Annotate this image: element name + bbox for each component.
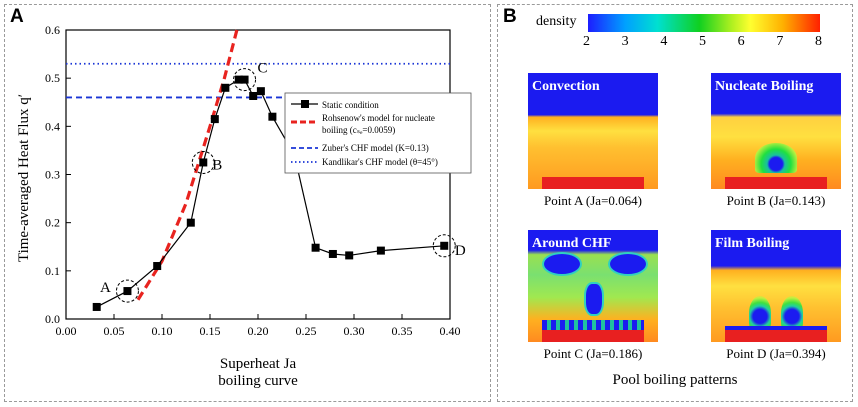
y-tick-label: 0.2 [45, 216, 60, 230]
legend-static-text: Static condition [322, 100, 379, 110]
colorbar-tick-label: 6 [737, 34, 745, 49]
panel-a [4, 4, 491, 402]
y-tick-label: 0.5 [45, 71, 60, 85]
data-point-marker [221, 83, 230, 92]
x-tick-label: 0.10 [152, 324, 173, 338]
vapor-layer [542, 320, 644, 330]
caption-point-d: Point D (Ja=0.394) [726, 346, 826, 361]
panel-b-label: B [503, 6, 517, 27]
data-point-marker [186, 218, 195, 227]
data-point-marker [345, 251, 354, 260]
heater-block [542, 330, 644, 342]
annotation-circle [191, 150, 215, 174]
sim-title: Around CHF [532, 236, 612, 251]
data-point-marker [328, 249, 337, 258]
data-point-marker [249, 91, 258, 100]
sim-title: Convection [532, 79, 600, 94]
y-tick-label: 0.3 [45, 168, 60, 182]
data-point-marker [210, 115, 219, 124]
annotation-circle [233, 68, 257, 92]
data-point-marker [440, 241, 449, 250]
chart-legend: Static condition Rohsenow's model for nu… [284, 92, 472, 174]
heater-block [725, 330, 827, 342]
legend-rohsenow-text-1: Rohsenow's model for nucleate [322, 113, 435, 123]
caption-point-b: Point B (Ja=0.143) [726, 193, 826, 208]
data-point-marker [92, 302, 101, 311]
annotation-label-d: D [455, 243, 466, 259]
caption-point-c: Point C (Ja=0.186) [543, 346, 643, 361]
rohsenow-curve [136, 29, 239, 301]
vapor-column [584, 282, 604, 316]
x-tick-label: 0.40 [440, 324, 461, 338]
annotation-circle [432, 234, 456, 258]
colorbar-tick-label: 4 [660, 34, 668, 49]
pool-boiling-title: Pool boiling patterns [612, 372, 738, 388]
y-tick-label: 0.4 [45, 119, 60, 133]
data-point-marker [123, 287, 132, 296]
x-tick-label: 0.35 [392, 324, 413, 338]
colorbar-ticks: 2 3 4 5 6 7 8 [583, 34, 822, 52]
colorbar-tick-label: 5 [699, 34, 706, 49]
x-tick-label: 0.00 [56, 324, 77, 338]
vapor-film [725, 326, 827, 330]
annotation-circle [115, 279, 139, 303]
data-point-marker [153, 262, 162, 271]
vapor-bubble [781, 296, 803, 330]
vapor-bubble [608, 252, 648, 276]
data-point-marker [268, 112, 277, 121]
x-tick-label: 0.30 [344, 324, 365, 338]
x-tick-label: 0.05 [104, 324, 125, 338]
colorbar-tick-label: 3 [621, 34, 629, 49]
y-tick-label: 0.1 [45, 264, 60, 278]
colorbar-tick-label: 7 [776, 34, 784, 49]
annotation-label-a: A [100, 280, 111, 296]
y-tick-label: 0.6 [45, 23, 60, 37]
legend-kandlikar-text: Kandlikar's CHF model (θ=45°) [322, 157, 438, 167]
data-point-marker [234, 75, 243, 84]
annotation-label-b: B [212, 157, 222, 173]
sim-film-boiling: Film Boiling [711, 230, 841, 342]
legend-zuber-text: Zuber's CHF model (K=0.13) [322, 143, 429, 153]
x-tick-label: 0.20 [248, 324, 269, 338]
legend-box [284, 92, 472, 174]
x-axis-sublabel: boiling curve [218, 373, 298, 389]
colorbar-tick-label: 8 [815, 34, 822, 49]
sim-title: Film Boiling [715, 236, 790, 251]
y-tick-label: 0.0 [45, 312, 60, 326]
vapor-bubble [755, 143, 797, 173]
panel-a-label: A [10, 6, 24, 27]
data-point-marker [199, 158, 208, 167]
panel-b [497, 4, 853, 402]
sim-title: Nucleate Boiling [715, 79, 814, 94]
y-axis-label: Time-averaged Heat Flux q′ [16, 94, 32, 262]
chart-axes: 0.00 0.05 0.10 0.15 0.20 0.25 0.30 0.35 0.40 0.0 0… [45, 23, 461, 338]
legend-rohsenow-text-2: boiling (cₛₑ=0.0059) [322, 125, 395, 135]
annotation-label-c: C [258, 61, 268, 77]
colorbar-title: density [536, 14, 577, 29]
colorbar-tick-label: 2 [583, 34, 590, 49]
sim-around-chf: Around CHF [528, 230, 658, 342]
colorbar [588, 14, 820, 32]
sim-nucleate-boiling: Nucleate Boiling [711, 73, 841, 189]
data-point-marker [240, 75, 249, 84]
data-point-marker [376, 246, 385, 255]
x-axis-label: Superheat Ja [220, 356, 297, 372]
heater-block [542, 177, 644, 189]
vapor-bubble [749, 296, 771, 330]
legend-static-marker [301, 100, 309, 108]
vapor-bubble [542, 252, 582, 276]
heater-block [725, 177, 827, 189]
data-point-marker [256, 87, 265, 96]
caption-point-a: Point A (Ja=0.064) [544, 193, 642, 208]
sim-convection: Convection [528, 73, 658, 189]
chart-annotations: A B C D [100, 61, 466, 303]
x-tick-label: 0.15 [200, 324, 221, 338]
data-point-marker [311, 243, 320, 252]
x-tick-label: 0.25 [296, 324, 317, 338]
